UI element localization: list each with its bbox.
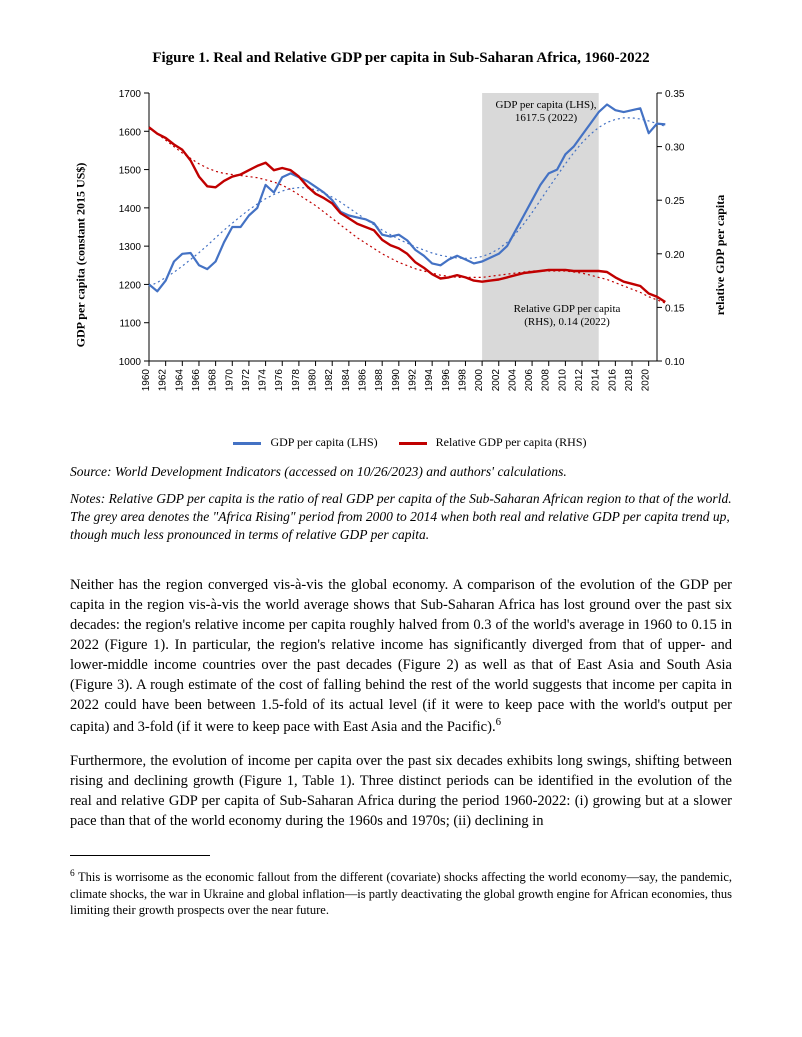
svg-text:1400: 1400 [119,204,142,215]
svg-text:1988: 1988 [374,369,385,392]
svg-text:1000: 1000 [119,357,142,368]
svg-text:1998: 1998 [457,369,468,392]
svg-text:2020: 2020 [641,369,652,392]
svg-text:1962: 1962 [158,369,169,392]
legend-swatch-gdp [233,442,261,445]
para1-text: Neither has the region converged vis-à-v… [70,577,732,735]
svg-text:2012: 2012 [574,369,585,392]
svg-text:1100: 1100 [119,319,141,330]
footnote-rule [70,855,210,856]
svg-text:1960: 1960 [141,369,152,392]
annotation-rel: Relative GDP per capita (RHS), 0.14 (202… [487,303,647,329]
svg-text:1980: 1980 [308,369,319,392]
y-axis-left-label: GDP per capita (constant 2015 US$) [74,163,89,348]
body-paragraph-2: Furthermore, the evolution of income per… [70,751,732,831]
svg-text:1976: 1976 [274,369,285,392]
svg-text:2004: 2004 [507,369,518,392]
svg-text:1996: 1996 [441,369,452,392]
svg-text:1974: 1974 [258,369,269,392]
svg-text:1990: 1990 [391,369,402,392]
svg-text:2010: 2010 [557,369,568,392]
svg-text:1300: 1300 [119,242,142,253]
chart-legend: GDP per capita (LHS) Relative GDP per ca… [70,435,732,450]
body-paragraph-1: Neither has the region converged vis-à-v… [70,575,732,737]
figure-1-chart: GDP per capita (constant 2015 US$) relat… [91,85,711,425]
svg-text:0.15: 0.15 [665,303,685,314]
document-page: Figure 1. Real and Relative GDP per capi… [0,0,802,971]
footnote-6: 6 This is worrisome as the economic fall… [70,868,732,918]
svg-text:1982: 1982 [324,369,335,392]
figure-notes: Notes: Relative GDP per capita is the ra… [70,490,732,545]
svg-text:1964: 1964 [174,369,185,392]
svg-text:1966: 1966 [191,369,202,392]
svg-text:2014: 2014 [591,369,602,392]
svg-text:2002: 2002 [491,369,502,392]
legend-swatch-rel [399,442,427,445]
svg-text:1500: 1500 [119,166,142,177]
y-axis-right-label: relative GDP per capita [714,195,729,316]
svg-text:2006: 2006 [524,369,535,392]
svg-text:2008: 2008 [541,369,552,392]
legend-label-gdp: GDP per capita (LHS) [270,435,377,449]
chart-svg: 1000 1100 1200 1300 1400 1500 1600 1700 0.10 0.15… [91,85,711,425]
svg-text:1700: 1700 [119,89,142,100]
svg-text:0.30: 0.30 [665,143,685,154]
svg-text:1200: 1200 [119,280,142,291]
svg-text:1994: 1994 [424,369,435,392]
svg-text:1600: 1600 [119,127,142,138]
figure-source: Source: World Development Indicators (ac… [70,464,732,480]
svg-text:1992: 1992 [407,369,418,392]
svg-text:1984: 1984 [341,369,352,392]
svg-text:1970: 1970 [224,369,235,392]
legend-label-rel: Relative GDP per capita (RHS) [436,435,587,449]
annotation-gdp-l1: GDP per capita (LHS), [495,99,596,111]
svg-text:1986: 1986 [358,369,369,392]
svg-text:2018: 2018 [624,369,635,392]
svg-text:2000: 2000 [474,369,485,392]
annotation-gdp-l2: 1617.5 (2022) [515,112,577,124]
svg-text:2016: 2016 [607,369,618,392]
svg-text:0.25: 0.25 [665,196,685,207]
footnote-text: This is worrisome as the economic fallou… [70,871,732,918]
annotation-gdp: GDP per capita (LHS), 1617.5 (2022) [471,99,621,125]
svg-text:0.10: 0.10 [665,357,685,368]
svg-text:1972: 1972 [241,369,252,392]
footnote-ref-6: 6 [496,716,501,728]
figure-title: Figure 1. Real and Relative GDP per capi… [70,50,732,67]
svg-text:0.35: 0.35 [665,89,685,100]
annotation-rel-l2: (RHS), 0.14 (2022) [524,316,610,328]
svg-text:1968: 1968 [208,369,219,392]
annotation-rel-l1: Relative GDP per capita [514,303,621,315]
svg-text:1978: 1978 [291,369,302,392]
svg-text:0.20: 0.20 [665,250,685,261]
